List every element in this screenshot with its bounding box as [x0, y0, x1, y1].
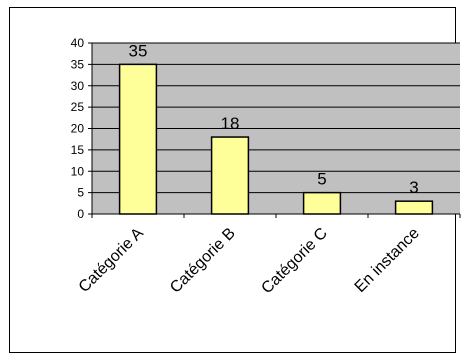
- data-label: 3: [409, 178, 418, 197]
- y-tick-label: 0: [77, 207, 84, 221]
- x-category-label: Catégorie C: [258, 225, 330, 297]
- y-tick-label: 20: [71, 122, 85, 136]
- y-tick-label: 25: [71, 100, 85, 114]
- y-tick-label: 30: [71, 79, 85, 93]
- bar: [210, 136, 250, 215]
- x-category-label: Catégorie B: [167, 225, 239, 297]
- bar: [118, 63, 158, 215]
- y-tick-label: 40: [71, 36, 85, 50]
- data-label: 5: [317, 170, 326, 189]
- y-tick-label: 5: [77, 186, 84, 200]
- y-tick-label: 15: [71, 143, 85, 157]
- axes: [88, 42, 461, 218]
- bar: [302, 191, 342, 215]
- data-label: 35: [129, 41, 148, 60]
- y-tick-label: 35: [71, 57, 85, 71]
- x-category-label: En instance: [352, 225, 423, 296]
- bars: [118, 63, 434, 215]
- bar: [394, 200, 434, 215]
- data-label: 18: [221, 114, 240, 133]
- y-tick-label: 10: [71, 164, 85, 178]
- x-category-label: Catégorie A: [76, 225, 147, 296]
